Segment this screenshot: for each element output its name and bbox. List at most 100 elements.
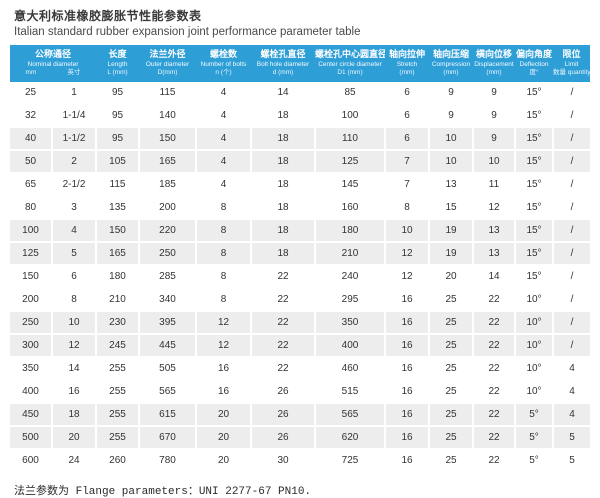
- cell: 8: [195, 265, 251, 289]
- col-header-unit: D(mm): [157, 69, 178, 76]
- cell: 5°: [514, 449, 553, 473]
- cell: 8: [195, 196, 251, 220]
- cell: 20: [51, 426, 96, 450]
- cell: 15°: [514, 242, 553, 266]
- cell: 460: [314, 357, 385, 381]
- col-header-unit: n (个): [215, 69, 232, 76]
- table-row: 32 1-1/4 95 140 4 18 100 6 9 9 15° /: [10, 104, 590, 128]
- cell: 22: [250, 311, 315, 335]
- cell: 6: [51, 265, 96, 289]
- cell: 18: [51, 403, 96, 427]
- cell: 200: [138, 196, 196, 220]
- table-row: 400 16 255 565 16 26 515 16 25 22 10° 4: [10, 380, 590, 404]
- cell: 250: [10, 311, 52, 335]
- table-row: 600 24 260 780 20 30 725 16 25 22 5° 5: [10, 449, 590, 473]
- cell: 18: [250, 196, 315, 220]
- cell: 300: [10, 334, 52, 358]
- cell: 22: [472, 426, 515, 450]
- cell: 10: [428, 127, 473, 151]
- table-row: 25 1 95 115 4 14 85 6 9 9 15° /: [10, 82, 590, 105]
- col-header-en: Center circle diameter: [318, 61, 382, 68]
- cell: 16: [384, 380, 429, 404]
- cell: /: [552, 104, 590, 128]
- cell: 250: [138, 242, 196, 266]
- cell: 200: [10, 288, 52, 312]
- cell: 15°: [514, 219, 553, 243]
- col-header-zh: 轴向压缩: [432, 49, 469, 59]
- cell: 4: [195, 150, 251, 174]
- col-header-zh: 轴向拉伸: [388, 49, 425, 59]
- cell: 18: [250, 242, 315, 266]
- cell: 18: [250, 150, 315, 174]
- cell: 400: [314, 334, 385, 358]
- col-header-en: Compression: [431, 61, 471, 68]
- col-header-unit: 度°: [529, 69, 539, 76]
- col-header-displacement: 横向位移 Displacement (mm): [473, 45, 515, 82]
- cell: 565: [138, 380, 196, 404]
- cell: 110: [314, 127, 385, 151]
- cell: 10: [51, 311, 96, 335]
- cell: 100: [314, 104, 385, 128]
- cell: 13: [472, 219, 515, 243]
- col-header-zh: 限位: [562, 49, 581, 59]
- page-title-en: Italian standard rubber expansion joint …: [14, 26, 361, 38]
- table-row: 80 3 135 200 8 18 160 8 15 12 15° /: [10, 196, 590, 220]
- col-header-en: Displacement: [474, 61, 514, 68]
- cell: 160: [314, 196, 385, 220]
- table-row: 100 4 150 220 8 18 180 10 19 13 15° /: [10, 219, 590, 243]
- cell: 4: [552, 357, 590, 381]
- col-header-outer-diameter: 法兰外径 Outer diameter D(mm): [139, 45, 196, 82]
- cell: 5: [51, 242, 96, 266]
- cell: 1-1/2: [51, 127, 96, 151]
- col-header-zh: 长度: [108, 49, 127, 59]
- cell: 260: [95, 449, 139, 473]
- cell: 15°: [514, 173, 553, 197]
- table-container: 公称通径 Nominal diameter mm 英寸 长度 Length L (mm) 法兰…: [10, 45, 590, 473]
- cell: 515: [314, 380, 385, 404]
- cell: 620: [314, 426, 385, 450]
- col-header-en: Limit: [564, 61, 579, 68]
- cell: 9: [472, 82, 515, 105]
- cell: 16: [384, 311, 429, 335]
- cell: 19: [428, 242, 473, 266]
- cell: 13: [472, 242, 515, 266]
- cell: 25: [428, 311, 473, 335]
- cell: 24: [51, 449, 96, 473]
- cell: 16: [384, 288, 429, 312]
- col-header-en: Deflection: [519, 61, 549, 68]
- col-header-zh: 法兰外径: [149, 49, 186, 59]
- cell: 8: [384, 196, 429, 220]
- cell: 350: [314, 311, 385, 335]
- cell: 10°: [514, 357, 553, 381]
- cell: 10°: [514, 334, 553, 358]
- cell: 7: [384, 173, 429, 197]
- cell: 26: [250, 403, 315, 427]
- col-header-en: Length: [107, 61, 128, 68]
- table-header: 公称通径 Nominal diameter mm 英寸 长度 Length L (mm) 法兰…: [10, 45, 590, 82]
- cell: 10°: [514, 311, 553, 335]
- col-header-units: mm 英寸: [10, 69, 96, 77]
- cell: 725: [314, 449, 385, 473]
- cell: 22: [472, 380, 515, 404]
- cell: 32: [10, 104, 52, 128]
- col-header-en: Bolt hole diameter: [256, 61, 310, 68]
- table-row: 40 1-1/2 95 150 4 18 110 6 10 9 15° /: [10, 127, 590, 151]
- cell: 10°: [514, 288, 553, 312]
- cell: 22: [250, 334, 315, 358]
- col-header-bolt-hole-diameter: 螺栓孔直径 Bolt hole diameter d (mm): [251, 45, 315, 82]
- page-title-zh: 意大利标准橡胶膨胀节性能参数表: [14, 9, 202, 23]
- cell: 5°: [514, 403, 553, 427]
- col-header-en: Number of bolts: [200, 61, 247, 68]
- cell: 22: [472, 403, 515, 427]
- header-row: 公称通径 Nominal diameter mm 英寸 长度 Length L (mm) 法兰…: [10, 45, 590, 82]
- cell: /: [552, 219, 590, 243]
- cell: 600: [10, 449, 52, 473]
- cell: 5°: [514, 426, 553, 450]
- cell: 50: [10, 150, 52, 174]
- cell: 285: [138, 265, 196, 289]
- cell: 16: [195, 357, 251, 381]
- cell: 9: [428, 104, 473, 128]
- cell: 25: [428, 449, 473, 473]
- cell: 210: [314, 242, 385, 266]
- col-header-unit: (mm): [486, 69, 502, 76]
